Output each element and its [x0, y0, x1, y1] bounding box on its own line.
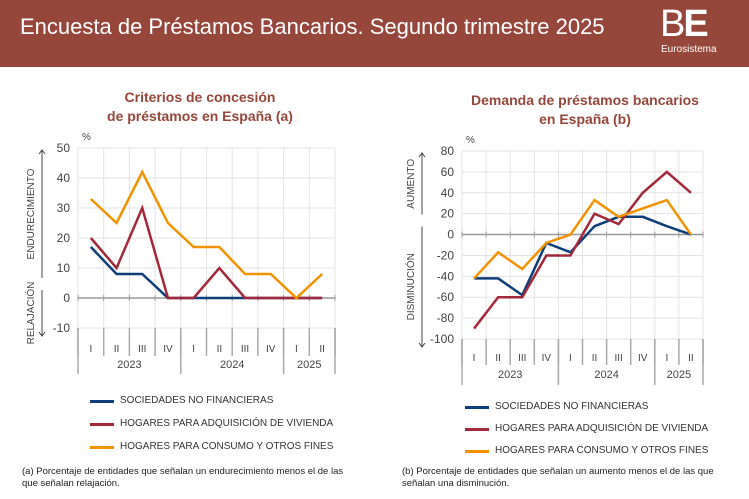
unit-label: % — [82, 132, 91, 143]
y-tick-label: -10 — [53, 321, 71, 335]
quarter-label: II — [592, 353, 598, 364]
legend-label: HOGARES PARA ADQUISICIÓN DE VIVIENDA — [120, 418, 334, 429]
series-line-1 — [89, 204, 323, 300]
quarter-label: IV — [266, 344, 276, 355]
legend-swatch — [90, 446, 114, 449]
y-tick-label: -20 — [437, 248, 455, 262]
y-tick-label: 50 — [57, 141, 71, 155]
quarter-label: IV — [638, 353, 648, 364]
quarter-label: I — [569, 353, 572, 364]
up-arrowhead-icon — [38, 149, 46, 155]
quarter-label: I — [665, 353, 668, 364]
quarter-label: IV — [163, 344, 173, 355]
quarter-label: III — [614, 353, 622, 364]
header: Encuesta de Préstamos Bancarios. Segundo… — [0, 0, 749, 67]
y-tick-label: 60 — [441, 165, 455, 179]
y-tick-label: -100 — [430, 332, 454, 346]
quarter-label: I — [473, 353, 476, 364]
y-tick-label: -80 — [437, 311, 455, 325]
quarter-label: IV — [542, 353, 552, 364]
legend-swatch — [90, 423, 114, 426]
legend-swatch — [465, 406, 489, 409]
up-axis-label: ENDURECIMIENTO — [26, 168, 37, 259]
legend-swatch — [465, 450, 489, 453]
legend-swatch — [465, 428, 489, 431]
chart-title-line: de préstamos en España (a) — [107, 108, 293, 124]
legend-label: HOGARES PARA ADQUISICIÓN DE VIVIENDA — [495, 423, 709, 434]
quarter-label: I — [89, 344, 92, 355]
logo-subtitle: Eurosistema — [661, 44, 717, 55]
y-tick-label: -40 — [437, 269, 455, 283]
quarter-label: II — [319, 344, 325, 355]
y-tick-label: 40 — [57, 171, 71, 185]
up-arrowhead-icon — [418, 152, 426, 158]
series-line-0 — [474, 215, 692, 298]
down-arrowhead-icon — [418, 342, 426, 348]
quarter-label: II — [217, 344, 223, 355]
quarter-label: III — [138, 344, 146, 355]
year-label: 2025 — [297, 359, 321, 371]
quarter-label: II — [114, 344, 120, 355]
footnote-left: (a) Porcentaje de entidades que señalan … — [22, 466, 344, 489]
series-line-2 — [89, 169, 324, 300]
unit-label: % — [466, 135, 475, 146]
y-tick-label: 80 — [441, 144, 455, 158]
down-axis-label: DISMINUCIÓN — [404, 253, 417, 320]
chart-title-line: Demanda de préstamos bancarios — [471, 92, 699, 108]
legend-label: SOCIEDADES NO FINANCIERAS — [120, 395, 274, 406]
year-label: 2023 — [498, 369, 522, 381]
series-line-1 — [473, 170, 692, 330]
logo: BE — [660, 3, 709, 45]
quarter-label: III — [241, 344, 249, 355]
legend-swatch — [90, 400, 114, 403]
chart-title-line: en España (b) — [539, 111, 631, 127]
quarter-label: II — [495, 353, 501, 364]
legend-label: HOGARES PARA CONSUMO Y OTROS FINES — [120, 441, 334, 452]
y-tick-label: -60 — [437, 290, 455, 304]
page-title: Encuesta de Préstamos Bancarios. Segundo… — [20, 14, 605, 39]
legend-label: SOCIEDADES NO FINANCIERAS — [495, 401, 649, 412]
y-tick-label: 0 — [447, 228, 454, 242]
y-tick-label: 40 — [441, 186, 455, 200]
y-tick-label: 20 — [441, 207, 455, 221]
chart-title-line: Criterios de concesión — [124, 89, 276, 105]
series-line-2 — [473, 198, 692, 280]
down-arrowhead-icon — [38, 331, 46, 337]
legend-label: HOGARES PARA CONSUMO Y OTROS FINES — [495, 445, 709, 456]
year-label: 2023 — [117, 359, 141, 371]
year-label: 2025 — [667, 369, 691, 381]
year-label: 2024 — [594, 369, 618, 381]
quarter-label: II — [688, 353, 694, 364]
chart-title-left: Criterios de concesión de préstamos en E… — [60, 88, 340, 126]
y-tick-label: 0 — [63, 291, 70, 305]
quarter-label: III — [518, 353, 526, 364]
y-tick-label: 30 — [57, 201, 71, 215]
y-tick-label: 10 — [57, 261, 71, 275]
quarter-label: I — [295, 344, 298, 355]
up-axis-label: AUMENTO — [406, 159, 417, 209]
year-label: 2024 — [220, 359, 244, 371]
down-axis-label: RELAJACIÓN — [24, 282, 37, 345]
footnote-right: (b) Porcentaje de entidades que señalan … — [402, 466, 714, 489]
quarter-label: I — [192, 344, 195, 355]
y-tick-label: 20 — [57, 231, 71, 245]
chart-title-right: Demanda de préstamos bancarios en España… — [440, 91, 730, 129]
